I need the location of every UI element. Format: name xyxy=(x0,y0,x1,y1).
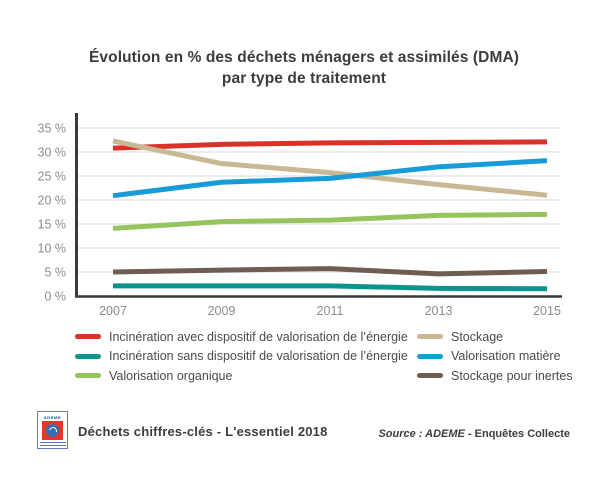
series-line-5 xyxy=(112,266,548,277)
legend-item-stockage-inertes: Stockage pour inertes xyxy=(417,366,602,386)
legend-label: Valorisation matière xyxy=(451,349,561,364)
y-tick-label: 20 % xyxy=(38,194,67,208)
source-label: Source : ADEME xyxy=(378,428,465,440)
x-tick-label: 2013 xyxy=(425,304,453,318)
legend-item-valorisation-matiere: Valorisation matière xyxy=(417,347,602,367)
legend-swatch-icon xyxy=(417,353,443,359)
y-tick-label: 5 % xyxy=(44,266,66,280)
legend-column-right: Stockage Valorisation matière Stockage p… xyxy=(417,327,602,386)
source-detail: - Enquêtes Collecte xyxy=(464,428,570,440)
y-tick-label: 15 % xyxy=(38,218,67,232)
chart-title: Évolution en % des déchets ménagers et a… xyxy=(0,47,608,89)
x-tick-label: 2007 xyxy=(99,304,127,318)
x-tick-label: 2011 xyxy=(317,304,344,318)
legend-swatch-icon xyxy=(75,373,101,379)
x-tick-label: 2009 xyxy=(208,304,236,318)
footer-source-note: Source : ADEME - Enquêtes Collecte xyxy=(378,428,570,440)
legend-label: Incinération avec dispositif de valorisa… xyxy=(109,329,408,344)
y-tick-label: 0 % xyxy=(44,290,66,304)
legend-item-valorisation-organique: Valorisation organique xyxy=(75,366,410,386)
chart-title-line1: Évolution en % des déchets ménagers et a… xyxy=(88,49,520,66)
ademe-logo-wordmark: ADEME xyxy=(43,414,62,420)
y-tick-label: 30 % xyxy=(38,146,67,160)
legend-label: Incinération sans dispositif de valorisa… xyxy=(109,349,408,364)
series-line-2 xyxy=(112,211,548,231)
legend-swatch-icon xyxy=(417,334,443,340)
legend-label: Stockage pour inertes xyxy=(451,368,573,383)
legend-label: Valorisation organique xyxy=(109,368,233,383)
legend-swatch-icon xyxy=(75,334,101,340)
legend-item-stockage: Stockage xyxy=(417,327,602,347)
legend-item-incineration-sans: Incinération sans dispositif de valorisa… xyxy=(75,347,410,367)
series-line-3 xyxy=(112,138,548,198)
legend-swatch-icon xyxy=(75,353,101,359)
y-tick-label: 25 % xyxy=(38,170,67,184)
series-line-1 xyxy=(113,283,548,292)
ademe-logo-icon xyxy=(42,421,63,440)
ademe-swirl-icon xyxy=(46,424,59,437)
legend-item-incineration-avec: Incinération avec dispositif de valorisa… xyxy=(75,327,410,347)
legend-label: Stockage xyxy=(451,329,504,344)
footer-brand-title: Déchets chiffres-clés - L'essentiel 2018 xyxy=(78,424,328,439)
chart-title-line2: par type de traitement xyxy=(221,70,387,87)
y-tick-label: 10 % xyxy=(38,242,67,256)
y-tick-label: 35 % xyxy=(38,122,67,136)
x-tick-label: 2015 xyxy=(533,304,561,318)
legend-column-left: Incinération avec dispositif de valorisa… xyxy=(75,327,410,386)
legend-swatch-icon xyxy=(417,373,443,379)
series-line-0 xyxy=(112,139,548,151)
series-line-4 xyxy=(112,158,548,199)
ademe-logo: ADEME xyxy=(37,411,68,449)
ademe-logo-caption xyxy=(39,441,66,448)
